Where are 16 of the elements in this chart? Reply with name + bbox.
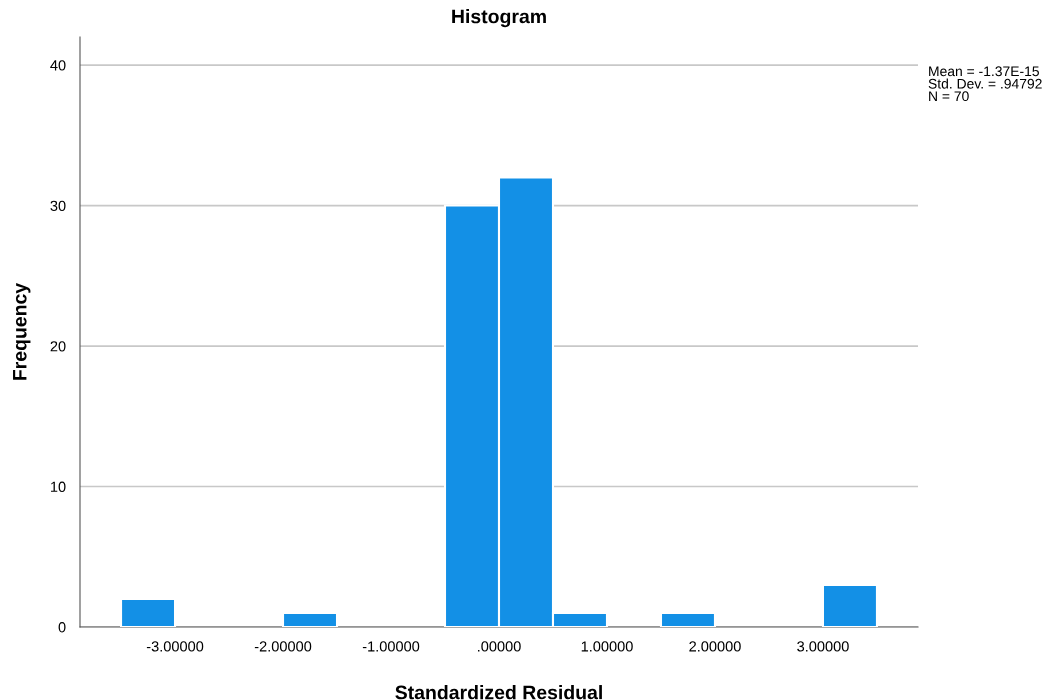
x-tick-label: .00000 [478, 641, 521, 652]
x-axis-title: Standardized Residual [395, 685, 602, 700]
y-tick-label: 10 [51, 481, 66, 492]
y-tick-label: 0 [58, 622, 66, 633]
x-tick-label: 3.00000 [797, 641, 849, 652]
y-axis-title: Frequency [13, 282, 31, 380]
chart-title: Histogram [452, 9, 546, 28]
x-tick-label: -3.00000 [146, 641, 204, 652]
y-tick-label: 30 [50, 200, 66, 211]
x-tick-label: 1.00000 [581, 641, 633, 652]
x-tick-label: -1.00000 [362, 641, 420, 652]
x-tick-label: -2.00000 [254, 641, 312, 652]
y-tick-label: 20 [50, 341, 66, 352]
y-tick-label: 40 [50, 60, 66, 71]
text: Mean = -1.37E-15 Std. Dev. = .94792 N = 70 [928, 66, 1042, 102]
x-tick-label: 2.00000 [689, 641, 741, 652]
